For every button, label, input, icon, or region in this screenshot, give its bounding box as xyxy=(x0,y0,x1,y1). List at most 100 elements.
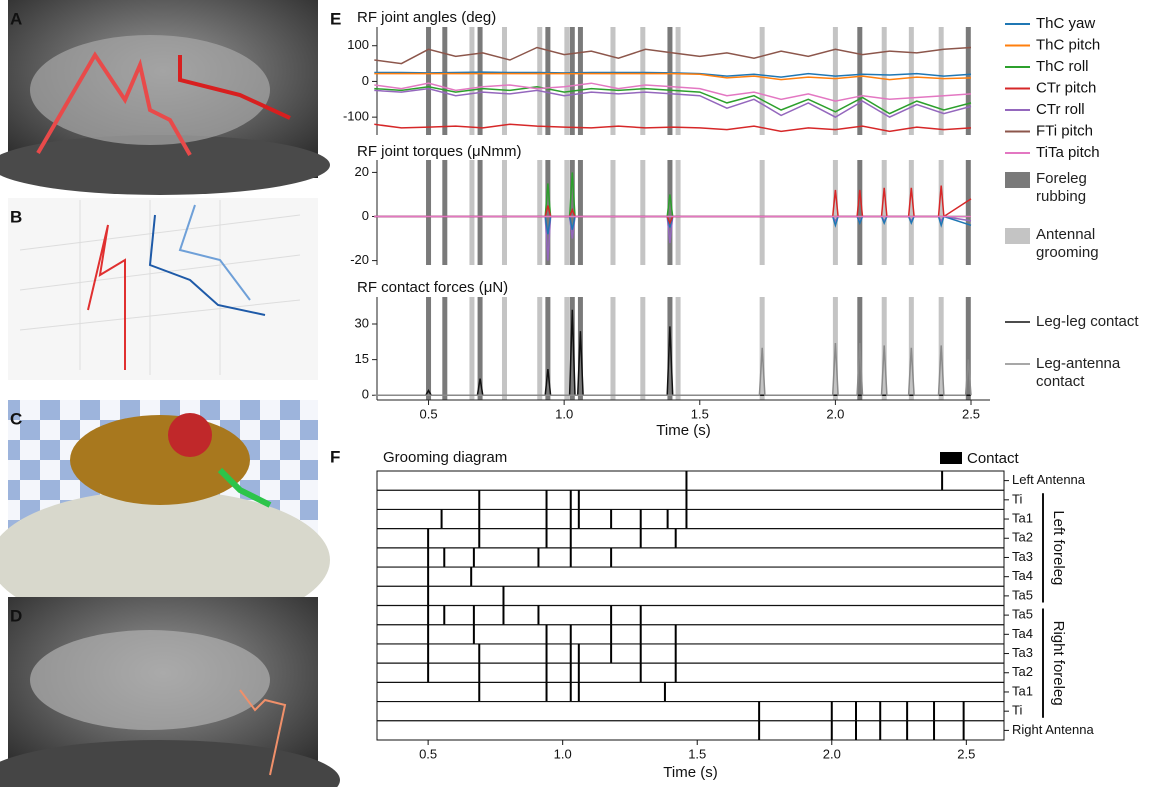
x-tick-label: 2.0 xyxy=(826,406,844,421)
shading-bar xyxy=(857,27,863,135)
shading-bar xyxy=(675,27,681,135)
shading-bar xyxy=(426,27,432,135)
row-label: Ta4 xyxy=(1012,568,1033,583)
panel-label: D xyxy=(10,606,22,625)
row-label: Ta3 xyxy=(1012,549,1033,564)
row-label: Right Antenna xyxy=(1012,722,1094,737)
legend-label: Leg-antenna contact xyxy=(1036,355,1121,390)
x-tick-label: 1.5 xyxy=(691,406,709,421)
shading-bar xyxy=(965,297,971,400)
panel-label: E xyxy=(330,9,341,28)
shading-bar xyxy=(938,27,944,135)
shading-bar xyxy=(908,27,914,135)
shading-bar xyxy=(610,160,616,265)
y-tick-label: 0 xyxy=(362,208,369,223)
shading-bar xyxy=(469,297,475,400)
row-label: Ti xyxy=(1012,703,1022,718)
shading-bar xyxy=(881,27,887,135)
y-tick-label: 30 xyxy=(355,315,369,330)
series-line xyxy=(374,123,972,133)
shading-bar xyxy=(667,160,673,265)
shading-bar xyxy=(537,160,543,265)
legend-swatch xyxy=(940,452,962,464)
shading-bar xyxy=(442,160,448,265)
x-tick-label: 1.5 xyxy=(688,746,706,761)
legend-label: CTr pitch xyxy=(1036,79,1096,96)
legend-label: Leg-leg contact xyxy=(1036,313,1139,330)
y-tick-label: -100 xyxy=(343,109,369,124)
group-label: Left foreleg xyxy=(1050,510,1067,585)
series-line xyxy=(374,46,972,65)
legend-label: ThC pitch xyxy=(1036,36,1100,53)
shading-bar xyxy=(442,297,448,400)
shading-bar xyxy=(938,160,944,265)
shading-bar xyxy=(965,27,971,135)
series-line xyxy=(374,86,972,115)
shading-bar xyxy=(545,27,551,135)
y-tick-label: 0 xyxy=(362,387,369,402)
shading-bar xyxy=(564,297,570,400)
series-line xyxy=(374,342,972,397)
series-line xyxy=(374,72,972,81)
shading-bar xyxy=(577,160,583,265)
x-tick-label: 0.5 xyxy=(419,746,437,761)
legend-label: Foreleg rubbing xyxy=(1036,170,1087,205)
row-label: Ta2 xyxy=(1012,664,1033,679)
shading-bar xyxy=(675,297,681,400)
shading-bar xyxy=(675,160,681,265)
shading-bar xyxy=(832,27,838,135)
shading-bar xyxy=(545,160,551,265)
shading-bar xyxy=(469,160,475,265)
chart-title: RF joint angles (deg) xyxy=(357,9,496,26)
row-label: Ta2 xyxy=(1012,530,1033,545)
x-tick-label: 2.0 xyxy=(823,746,841,761)
y-tick-label: 100 xyxy=(347,37,369,52)
row-label: Ta5 xyxy=(1012,607,1033,622)
shading-bar xyxy=(501,27,507,135)
shading-bar xyxy=(610,27,616,135)
shading-bar xyxy=(759,160,765,265)
image-a xyxy=(0,0,330,195)
y-tick-label: 15 xyxy=(355,351,369,366)
row-label: Ta4 xyxy=(1012,626,1033,641)
image-d xyxy=(0,597,340,787)
shading-bar xyxy=(640,27,646,135)
image-c xyxy=(0,400,330,630)
shading-bar xyxy=(569,27,575,135)
shading-bar xyxy=(426,160,432,265)
row-label: Left Antenna xyxy=(1012,472,1086,487)
y-tick-label: -20 xyxy=(350,252,369,267)
legend-label: ThC yaw xyxy=(1036,15,1095,32)
group-label: Right foreleg xyxy=(1050,621,1067,706)
x-axis-label: Time (s) xyxy=(663,764,717,781)
legend-label: ThC roll xyxy=(1036,58,1089,75)
legend-label: TiTa pitch xyxy=(1036,144,1100,161)
shading-bar xyxy=(667,27,673,135)
series-line xyxy=(374,215,972,261)
shading-bar xyxy=(477,160,483,265)
row-label: Ta5 xyxy=(1012,587,1033,602)
shading-bar xyxy=(537,297,543,400)
series-line xyxy=(374,215,972,235)
shading-bar xyxy=(569,160,575,265)
x-tick-label: 2.5 xyxy=(962,406,980,421)
shading-bar xyxy=(564,27,570,135)
x-tick-label: 2.5 xyxy=(957,746,975,761)
shading-bar xyxy=(426,297,432,400)
legend-label: Contact xyxy=(967,450,1020,467)
series-line xyxy=(374,82,972,102)
panel-label: B xyxy=(10,207,22,226)
chart-title: RF joint torques (μNmm) xyxy=(357,143,522,160)
row-label: Ta1 xyxy=(1012,510,1033,525)
shading-bar xyxy=(965,160,971,265)
shading-bar xyxy=(469,27,475,135)
shading-bar xyxy=(759,27,765,135)
chart-title: RF contact forces (μN) xyxy=(357,279,508,296)
legend-swatch xyxy=(1005,228,1030,244)
x-tick-label: 1.0 xyxy=(555,406,573,421)
y-tick-label: 0 xyxy=(362,73,369,88)
shading-bar xyxy=(477,297,483,400)
image-b xyxy=(8,198,318,380)
shading-bar xyxy=(667,297,673,400)
